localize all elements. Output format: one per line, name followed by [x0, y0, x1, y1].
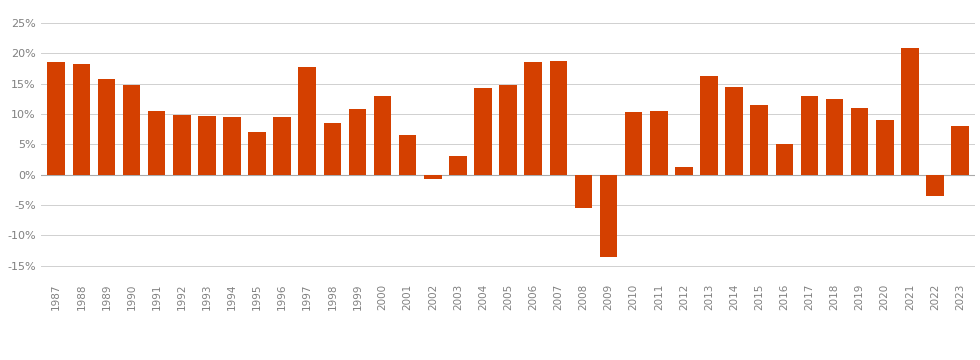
Bar [373, 96, 391, 175]
Bar [474, 89, 492, 175]
Bar [349, 109, 367, 175]
Bar [273, 117, 291, 175]
Bar [424, 175, 442, 180]
Bar [500, 85, 516, 175]
Bar [650, 111, 667, 175]
Bar [299, 67, 317, 175]
Bar [751, 105, 768, 175]
Bar [73, 64, 90, 175]
Bar [248, 132, 266, 175]
Bar [851, 108, 868, 175]
Bar [625, 112, 643, 175]
Bar [600, 175, 617, 257]
Bar [550, 60, 567, 175]
Bar [574, 175, 592, 208]
Bar [148, 111, 166, 175]
Bar [198, 116, 216, 175]
Bar [98, 79, 116, 175]
Bar [775, 144, 793, 175]
Bar [952, 126, 969, 175]
Bar [700, 76, 717, 175]
Bar [901, 48, 918, 175]
Bar [725, 87, 743, 175]
Bar [399, 135, 416, 175]
Bar [876, 120, 894, 175]
Bar [826, 99, 844, 175]
Bar [323, 123, 341, 175]
Bar [524, 62, 542, 175]
Bar [47, 62, 65, 175]
Bar [801, 96, 818, 175]
Bar [122, 85, 140, 175]
Bar [926, 175, 944, 196]
Bar [675, 167, 693, 175]
Bar [223, 117, 241, 175]
Bar [172, 115, 190, 175]
Bar [449, 156, 466, 175]
